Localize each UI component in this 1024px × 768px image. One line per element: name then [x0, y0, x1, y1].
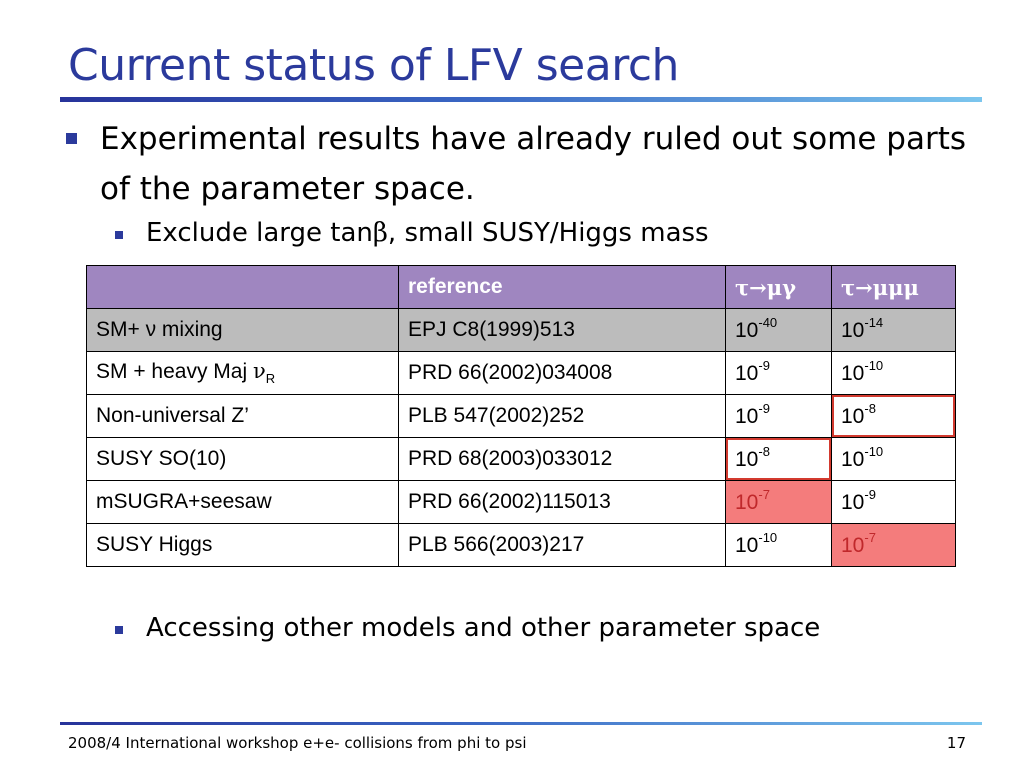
value-exponent: -9 — [864, 487, 876, 502]
reference-cell: PLB 566(2003)217 — [398, 523, 726, 567]
value-exponent: -8 — [864, 401, 876, 416]
mu-gamma-cell: 10-10 — [725, 523, 832, 567]
value-exponent: -8 — [758, 444, 770, 459]
value-base: 10 — [735, 319, 759, 342]
value-exponent: -10 — [864, 444, 884, 459]
model-cell: SUSY Higgs — [86, 523, 399, 567]
reference-cell: EPJ C8(1999)513 — [398, 308, 726, 352]
footer-divider — [60, 722, 982, 725]
mu-mu-mu-cell: 10-10 — [831, 437, 956, 481]
value-exponent: -10 — [864, 358, 884, 373]
bullet-sub-1-suffix: , small SUSY/Higgs mass — [387, 218, 709, 248]
reference-cell: PRD 68(2003)033012 — [398, 437, 726, 481]
value-exponent: -40 — [758, 315, 778, 330]
reference-cell: PRD 66(2002)115013 — [398, 480, 726, 524]
lfv-table: reference τ→μγ τ→μμμ SM+ ν mixing EPJ C8… — [86, 265, 956, 567]
table-row: SM+ ν mixing EPJ C8(1999)513 10-40 10-14 — [86, 308, 956, 352]
table-header-tau-mu-gamma: τ→μγ — [725, 265, 832, 309]
value-exponent: -9 — [758, 358, 770, 373]
slide-title: Current status of LFV search — [68, 40, 679, 91]
model-cell: SM + heavy Maj νR — [86, 351, 399, 395]
nu-symbol: ν — [252, 359, 266, 384]
beta-symbol: β — [372, 218, 388, 248]
model-subscript: R — [265, 371, 276, 387]
table-row: Non-universal Z’ PLB 547(2002)252 10-9 1… — [86, 394, 956, 438]
model-cell: mSUGRA+seesaw — [86, 480, 399, 524]
value-base: 10 — [735, 534, 759, 557]
model-cell: Non-universal Z’ — [86, 394, 399, 438]
bullet-marker — [115, 626, 123, 634]
table-row: SM + heavy Maj νR PRD 66(2002)034008 10-… — [86, 351, 956, 395]
page-number: 17 — [946, 734, 966, 752]
reference-cell: PLB 547(2002)252 — [398, 394, 726, 438]
value-base: 10 — [841, 362, 865, 385]
mu-gamma-cell: 10-9 — [725, 394, 832, 438]
value-base: 10 — [735, 405, 759, 428]
value-base: 10 — [841, 491, 865, 514]
bullet-marker — [66, 133, 77, 144]
value-base: 10 — [841, 405, 865, 428]
mu-gamma-cell: 10-9 — [725, 351, 832, 395]
value-base: 10 — [735, 448, 759, 471]
table-header-row: reference τ→μγ τ→μμμ — [86, 265, 956, 309]
table-row: SUSY SO(10) PRD 68(2003)033012 10-8 10-1… — [86, 437, 956, 481]
bullet-sub-1-prefix: Exclude large tan — [146, 218, 373, 248]
model-text: SM + heavy Maj — [96, 360, 253, 384]
value-base: 10 — [735, 362, 759, 385]
bullet-sub-2: Accessing other models and other paramet… — [146, 613, 821, 643]
value-exponent: -7 — [864, 530, 876, 545]
bullet-marker — [115, 231, 123, 239]
table-row: mSUGRA+seesaw PRD 66(2002)115013 10-7 10… — [86, 480, 956, 524]
table-header-blank — [86, 265, 399, 309]
mu-mu-mu-cell-highlighted: 10-8 — [831, 394, 956, 438]
footer-text: 2008/4 International workshop e+e- colli… — [68, 734, 527, 752]
value-exponent: -9 — [758, 401, 770, 416]
reference-cell: PRD 66(2002)034008 — [398, 351, 726, 395]
bullet-main: Experimental results have already ruled … — [100, 121, 967, 207]
mu-gamma-cell-excluded: 10-7 — [725, 480, 832, 524]
model-cell: SM+ ν mixing — [86, 308, 399, 352]
table-header-tau-mu-mu-mu: τ→μμμ — [831, 265, 956, 309]
mu-mu-mu-cell: 10-14 — [831, 308, 956, 352]
mu-mu-mu-cell: 10-10 — [831, 351, 956, 395]
bullet-sub-1: Exclude large tanβ, small SUSY/Higgs mas… — [146, 215, 709, 251]
value-base: 10 — [841, 534, 865, 557]
value-base: 10 — [735, 491, 759, 514]
table-row: SUSY Higgs PLB 566(2003)217 10-10 10-7 — [86, 523, 956, 567]
value-exponent: -7 — [758, 487, 770, 502]
mu-mu-mu-cell-excluded: 10-7 — [831, 523, 956, 567]
title-divider — [60, 97, 982, 102]
value-base: 10 — [841, 448, 865, 471]
value-base: 10 — [841, 319, 865, 342]
mu-gamma-cell-highlighted: 10-8 — [725, 437, 832, 481]
value-exponent: -14 — [864, 315, 884, 330]
mu-gamma-cell: 10-40 — [725, 308, 832, 352]
value-exponent: -10 — [758, 530, 778, 545]
mu-mu-mu-cell: 10-9 — [831, 480, 956, 524]
model-cell: SUSY SO(10) — [86, 437, 399, 481]
table-header-reference: reference — [398, 265, 726, 309]
